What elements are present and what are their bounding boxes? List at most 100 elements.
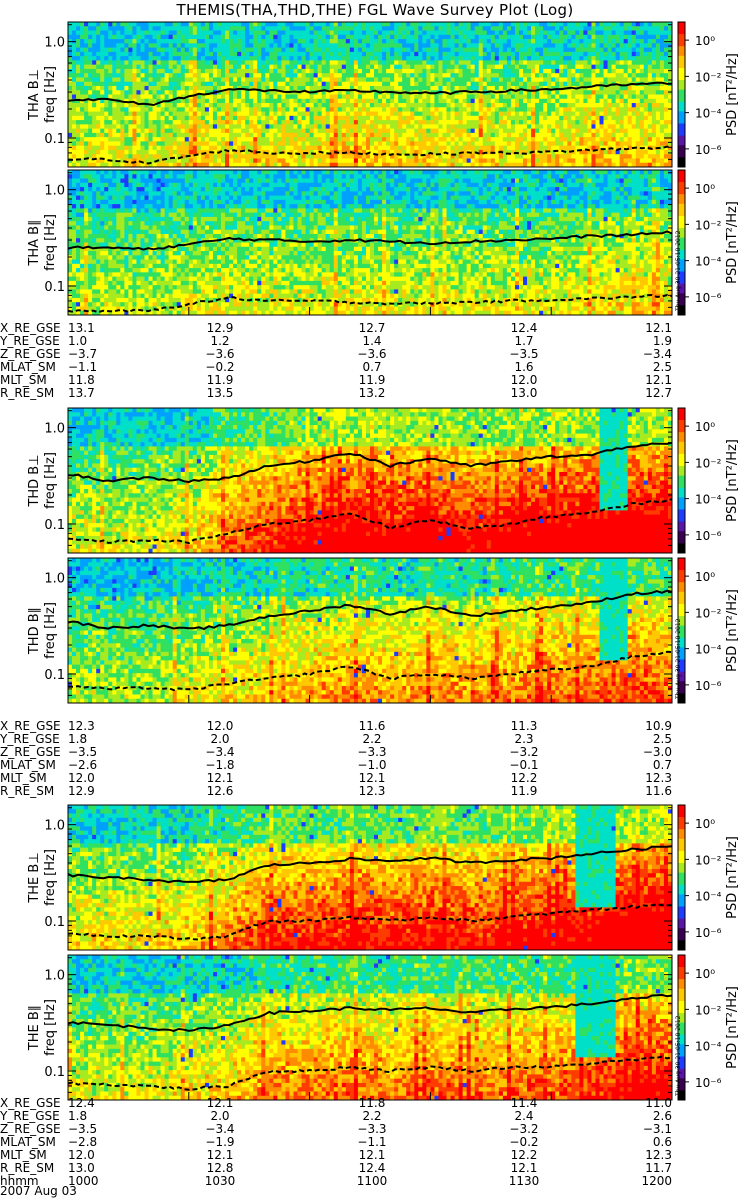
panel-frame [67, 169, 673, 316]
ephemeris-value: 12.3 [359, 785, 386, 797]
timestamp-stamp: Thu Aug 30 21:05:18 2012 [675, 230, 682, 312]
ephemeris-value: 1.9 [653, 335, 672, 347]
ephemeris-value: −1.9 [205, 1136, 234, 1148]
colorbar-label: PSD [nT²/Hz] [725, 589, 740, 672]
ephemeris-value: 1.0 [68, 335, 87, 347]
ephemeris-value: 0.7 [653, 759, 672, 771]
ephemeris-value: 12.4 [359, 1162, 386, 1174]
ephemeris-value: 12.9 [207, 322, 234, 334]
ephemeris-value: 2.2 [362, 733, 381, 745]
colorbar-tick-label: 10⁻⁶ [695, 679, 722, 693]
ephemeris-row-label: MLT_SM [0, 1149, 47, 1161]
colorbar-label: PSD [nT²/Hz] [725, 836, 740, 919]
plot-title: THEMIS(THA,THD,THE) FGL Wave Survey Plot… [0, 1, 750, 19]
colorbar-tick-label: 10⁰ [695, 570, 715, 584]
ephemeris-value: −3.3 [357, 746, 386, 758]
ephemeris-value: −1.1 [357, 1136, 386, 1148]
spectrogram-cells [68, 22, 673, 168]
ephemeris-value: 12.1 [645, 322, 672, 334]
freq-axis-label: freq [Hz] [43, 452, 58, 509]
freq-axis-label: freq [Hz] [43, 849, 58, 906]
ephemeris-value: −3.5 [68, 746, 97, 758]
colorbar-tick-label: 10⁻⁶ [695, 529, 722, 543]
ephemeris-value: −3.6 [205, 348, 234, 360]
date-label: 2007 Aug 03 [0, 1185, 77, 1197]
colorbar-label: PSD [nT²/Hz] [725, 986, 740, 1069]
colorbar-tick-label: 10⁻⁶ [695, 1076, 722, 1090]
ephemeris-value: 11.8 [359, 1097, 386, 1109]
ephemeris-value: −3.4 [205, 1123, 234, 1135]
dashed-trace-line [67, 498, 673, 545]
ephemeris-value: 1200 [641, 1175, 672, 1187]
ephemeris-value: −0.2 [509, 1136, 538, 1148]
colorbar-label: PSD [nT²/Hz] [725, 439, 740, 522]
ephemeris-value: 1030 [205, 1175, 236, 1187]
ephemeris-value: 12.0 [68, 1149, 95, 1161]
solid-trace-line [67, 441, 673, 484]
solid-trace-line [67, 845, 673, 884]
colorbar-tick-label: 10⁻⁶ [695, 291, 722, 305]
solid-trace-line [67, 993, 673, 1032]
panel-ylabel: THE B∥ [27, 1005, 42, 1051]
ephemeris-value: −3.7 [68, 348, 97, 360]
ephemeris-value: 11.7 [645, 1162, 672, 1174]
ephemeris-row-label: Y_RE_GSE [0, 733, 60, 745]
ephemeris-value: 2.0 [210, 1110, 229, 1122]
y-tick-label: 0.1 [44, 280, 65, 295]
ephemeris-row-label: MLT_SM [0, 772, 47, 784]
panel-frame [67, 557, 673, 704]
colorbar-tick-label: 10⁻⁴ [695, 890, 722, 904]
dashed-trace-line [67, 1055, 673, 1091]
colorbar-tick-label: 10⁰ [695, 817, 715, 831]
ephemeris-value: 13.5 [207, 387, 234, 399]
y-tick-label: 1.0 [44, 969, 65, 984]
ephemeris-row-label: MLAT_SM [0, 1136, 56, 1148]
ephemeris-value: 12.1 [207, 1149, 234, 1161]
ephemeris-value: 12.1 [511, 1162, 538, 1174]
ephemeris-value: 11.0 [645, 1097, 672, 1109]
colorbar-tick-label: 10⁻² [695, 1003, 722, 1017]
colorbar-tick-label: 10⁻⁴ [695, 643, 722, 657]
ephemeris-value: 12.7 [645, 387, 672, 399]
colorbar-label: PSD [nT²/Hz] [725, 201, 740, 284]
ephemeris-value: 1.2 [210, 335, 229, 347]
ephemeris-value: −3.1 [643, 1123, 672, 1135]
ephemeris-row-label: R_RE_SM [0, 1162, 54, 1174]
ephemeris-value: 1.8 [68, 733, 87, 745]
ephemeris-value: 12.2 [511, 1149, 538, 1161]
spectrogram-cells [68, 408, 673, 554]
ephemeris-value: 12.1 [207, 1097, 234, 1109]
ephemeris-value: 2.3 [514, 733, 533, 745]
ephemeris-value: 11.9 [207, 374, 234, 386]
ephemeris-value: 12.0 [68, 772, 95, 784]
freq-axis-label: freq [Hz] [43, 66, 58, 123]
ephemeris-row-label: MLAT_SM [0, 361, 56, 373]
ephemeris-value: −3.5 [68, 1123, 97, 1135]
ephemeris-value: 2.5 [653, 733, 672, 745]
colorbar-tick-label: 10⁰ [695, 182, 715, 196]
ephemeris-value: 12.8 [207, 1162, 234, 1174]
panel-frame [67, 407, 673, 554]
ephemeris-value: −3.3 [357, 1123, 386, 1135]
ephemeris-value: 11.3 [511, 720, 538, 732]
freq-axis-label: freq [Hz] [43, 214, 58, 271]
ephemeris-value: −0.1 [509, 759, 538, 771]
panel-ylabel: THD B⊥ [27, 454, 42, 507]
freq-axis-label: freq [Hz] [43, 999, 58, 1056]
y-tick-label: 0.1 [44, 1065, 65, 1080]
colorbar-tick-label: 10⁻⁶ [695, 143, 722, 157]
ephemeris-row-label: Z_RE_GSE [0, 1123, 61, 1135]
ephemeris-row-label: Y_RE_GSE [0, 1110, 60, 1122]
y-tick-label: 0.1 [44, 132, 65, 147]
colorbar-tick-label: 10⁻² [695, 456, 722, 470]
colorbar-tick-label: 10⁻² [695, 606, 722, 620]
ephemeris-value: 12.9 [68, 785, 95, 797]
ephemeris-value: −3.4 [643, 348, 672, 360]
solid-trace-line [67, 81, 673, 107]
